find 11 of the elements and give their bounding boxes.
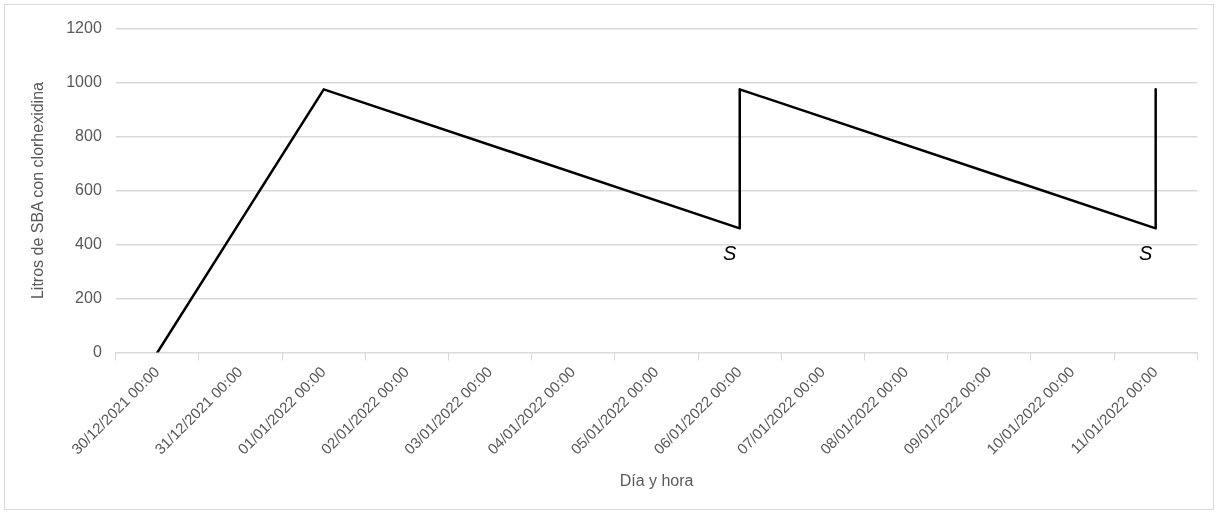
y-tick-label: 200 (75, 288, 102, 306)
annotation: S (1139, 241, 1153, 264)
y-tick-label: 400 (75, 234, 102, 252)
y-tick-label: 600 (75, 180, 102, 198)
y-axis-title: Litros de SBA con clorhexidina (29, 81, 47, 300)
y-tick-label: 1000 (66, 72, 102, 90)
annotation: S (723, 241, 738, 264)
y-tick-label: 0 (92, 342, 102, 360)
y-tick-label: 800 (75, 126, 102, 144)
x-axis-title: Día y hora (619, 471, 694, 489)
y-tick-label: 1200 (66, 19, 102, 37)
